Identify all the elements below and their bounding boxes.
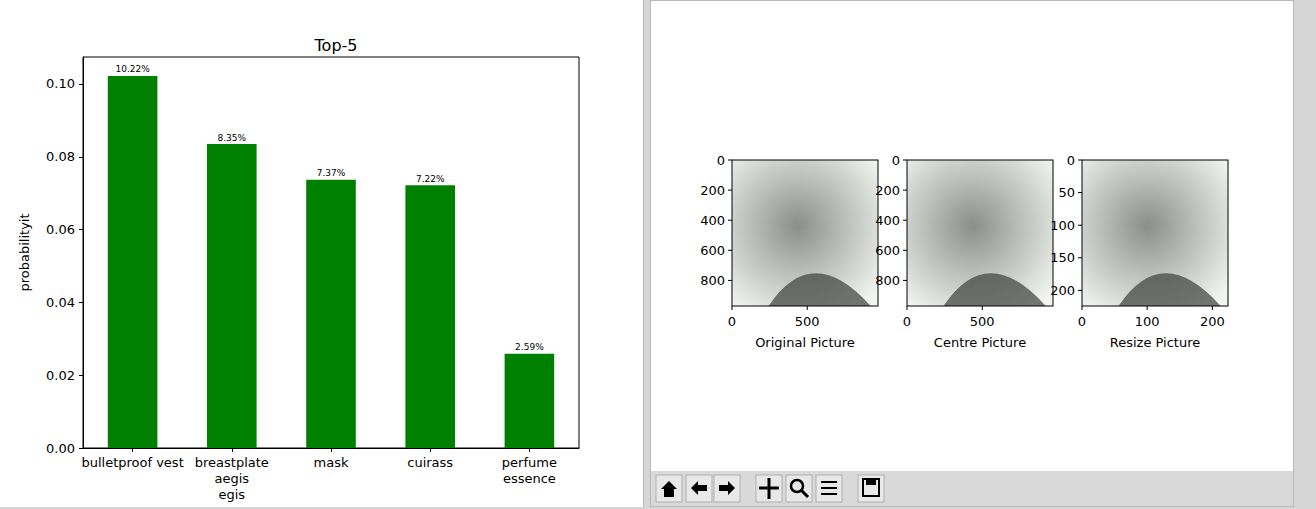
svg-text:200: 200 xyxy=(875,183,900,198)
svg-text:0: 0 xyxy=(1078,314,1086,329)
svg-text:100: 100 xyxy=(1050,218,1075,233)
svg-text:150: 150 xyxy=(1050,250,1075,265)
svg-text:200: 200 xyxy=(700,183,725,198)
svg-text:0: 0 xyxy=(892,153,900,168)
svg-text:600: 600 xyxy=(700,243,725,258)
svg-text:100: 100 xyxy=(1135,314,1160,329)
svg-text:probabilityit: probabilityit xyxy=(17,213,32,291)
svg-text:50: 50 xyxy=(1058,185,1075,200)
svg-text:egis: egis xyxy=(218,487,245,502)
svg-text:0.04: 0.04 xyxy=(46,295,75,310)
svg-text:400: 400 xyxy=(875,213,900,228)
svg-text:0: 0 xyxy=(1067,153,1075,168)
svg-text:0: 0 xyxy=(903,314,911,329)
svg-text:200: 200 xyxy=(1200,314,1225,329)
svg-text:bulletproof vest: bulletproof vest xyxy=(81,455,183,470)
svg-text:400: 400 xyxy=(700,213,725,228)
svg-text:500: 500 xyxy=(795,314,820,329)
svg-text:8.35%: 8.35% xyxy=(218,133,247,143)
svg-text:0.10: 0.10 xyxy=(46,76,75,91)
svg-text:800: 800 xyxy=(700,273,725,288)
svg-text:0.08: 0.08 xyxy=(46,149,75,164)
svg-text:0: 0 xyxy=(717,153,725,168)
svg-text:aegis: aegis xyxy=(214,471,249,486)
svg-text:cuirass: cuirass xyxy=(407,455,453,470)
svg-text:7.22%: 7.22% xyxy=(416,174,445,184)
svg-text:10.22%: 10.22% xyxy=(115,64,150,74)
svg-text:essence: essence xyxy=(503,471,556,486)
svg-text:Top-5: Top-5 xyxy=(314,36,358,55)
svg-text:7.37%: 7.37% xyxy=(317,168,346,178)
svg-text:800: 800 xyxy=(875,273,900,288)
svg-text:Resize Picture: Resize Picture xyxy=(1110,335,1201,350)
svg-text:500: 500 xyxy=(970,314,995,329)
svg-text:breastplate: breastplate xyxy=(195,455,269,470)
svg-text:200: 200 xyxy=(1050,283,1075,298)
svg-text:0.02: 0.02 xyxy=(46,368,75,383)
svg-text:Original Picture: Original Picture xyxy=(755,335,855,350)
svg-text:perfume: perfume xyxy=(502,455,557,470)
svg-text:mask: mask xyxy=(314,455,349,470)
svg-text:2.59%: 2.59% xyxy=(515,342,544,352)
svg-text:Centre Picture: Centre Picture xyxy=(934,335,1026,350)
svg-text:0.06: 0.06 xyxy=(46,222,75,237)
svg-text:0.00: 0.00 xyxy=(46,441,75,456)
svg-text:0: 0 xyxy=(728,314,736,329)
svg-text:600: 600 xyxy=(875,243,900,258)
